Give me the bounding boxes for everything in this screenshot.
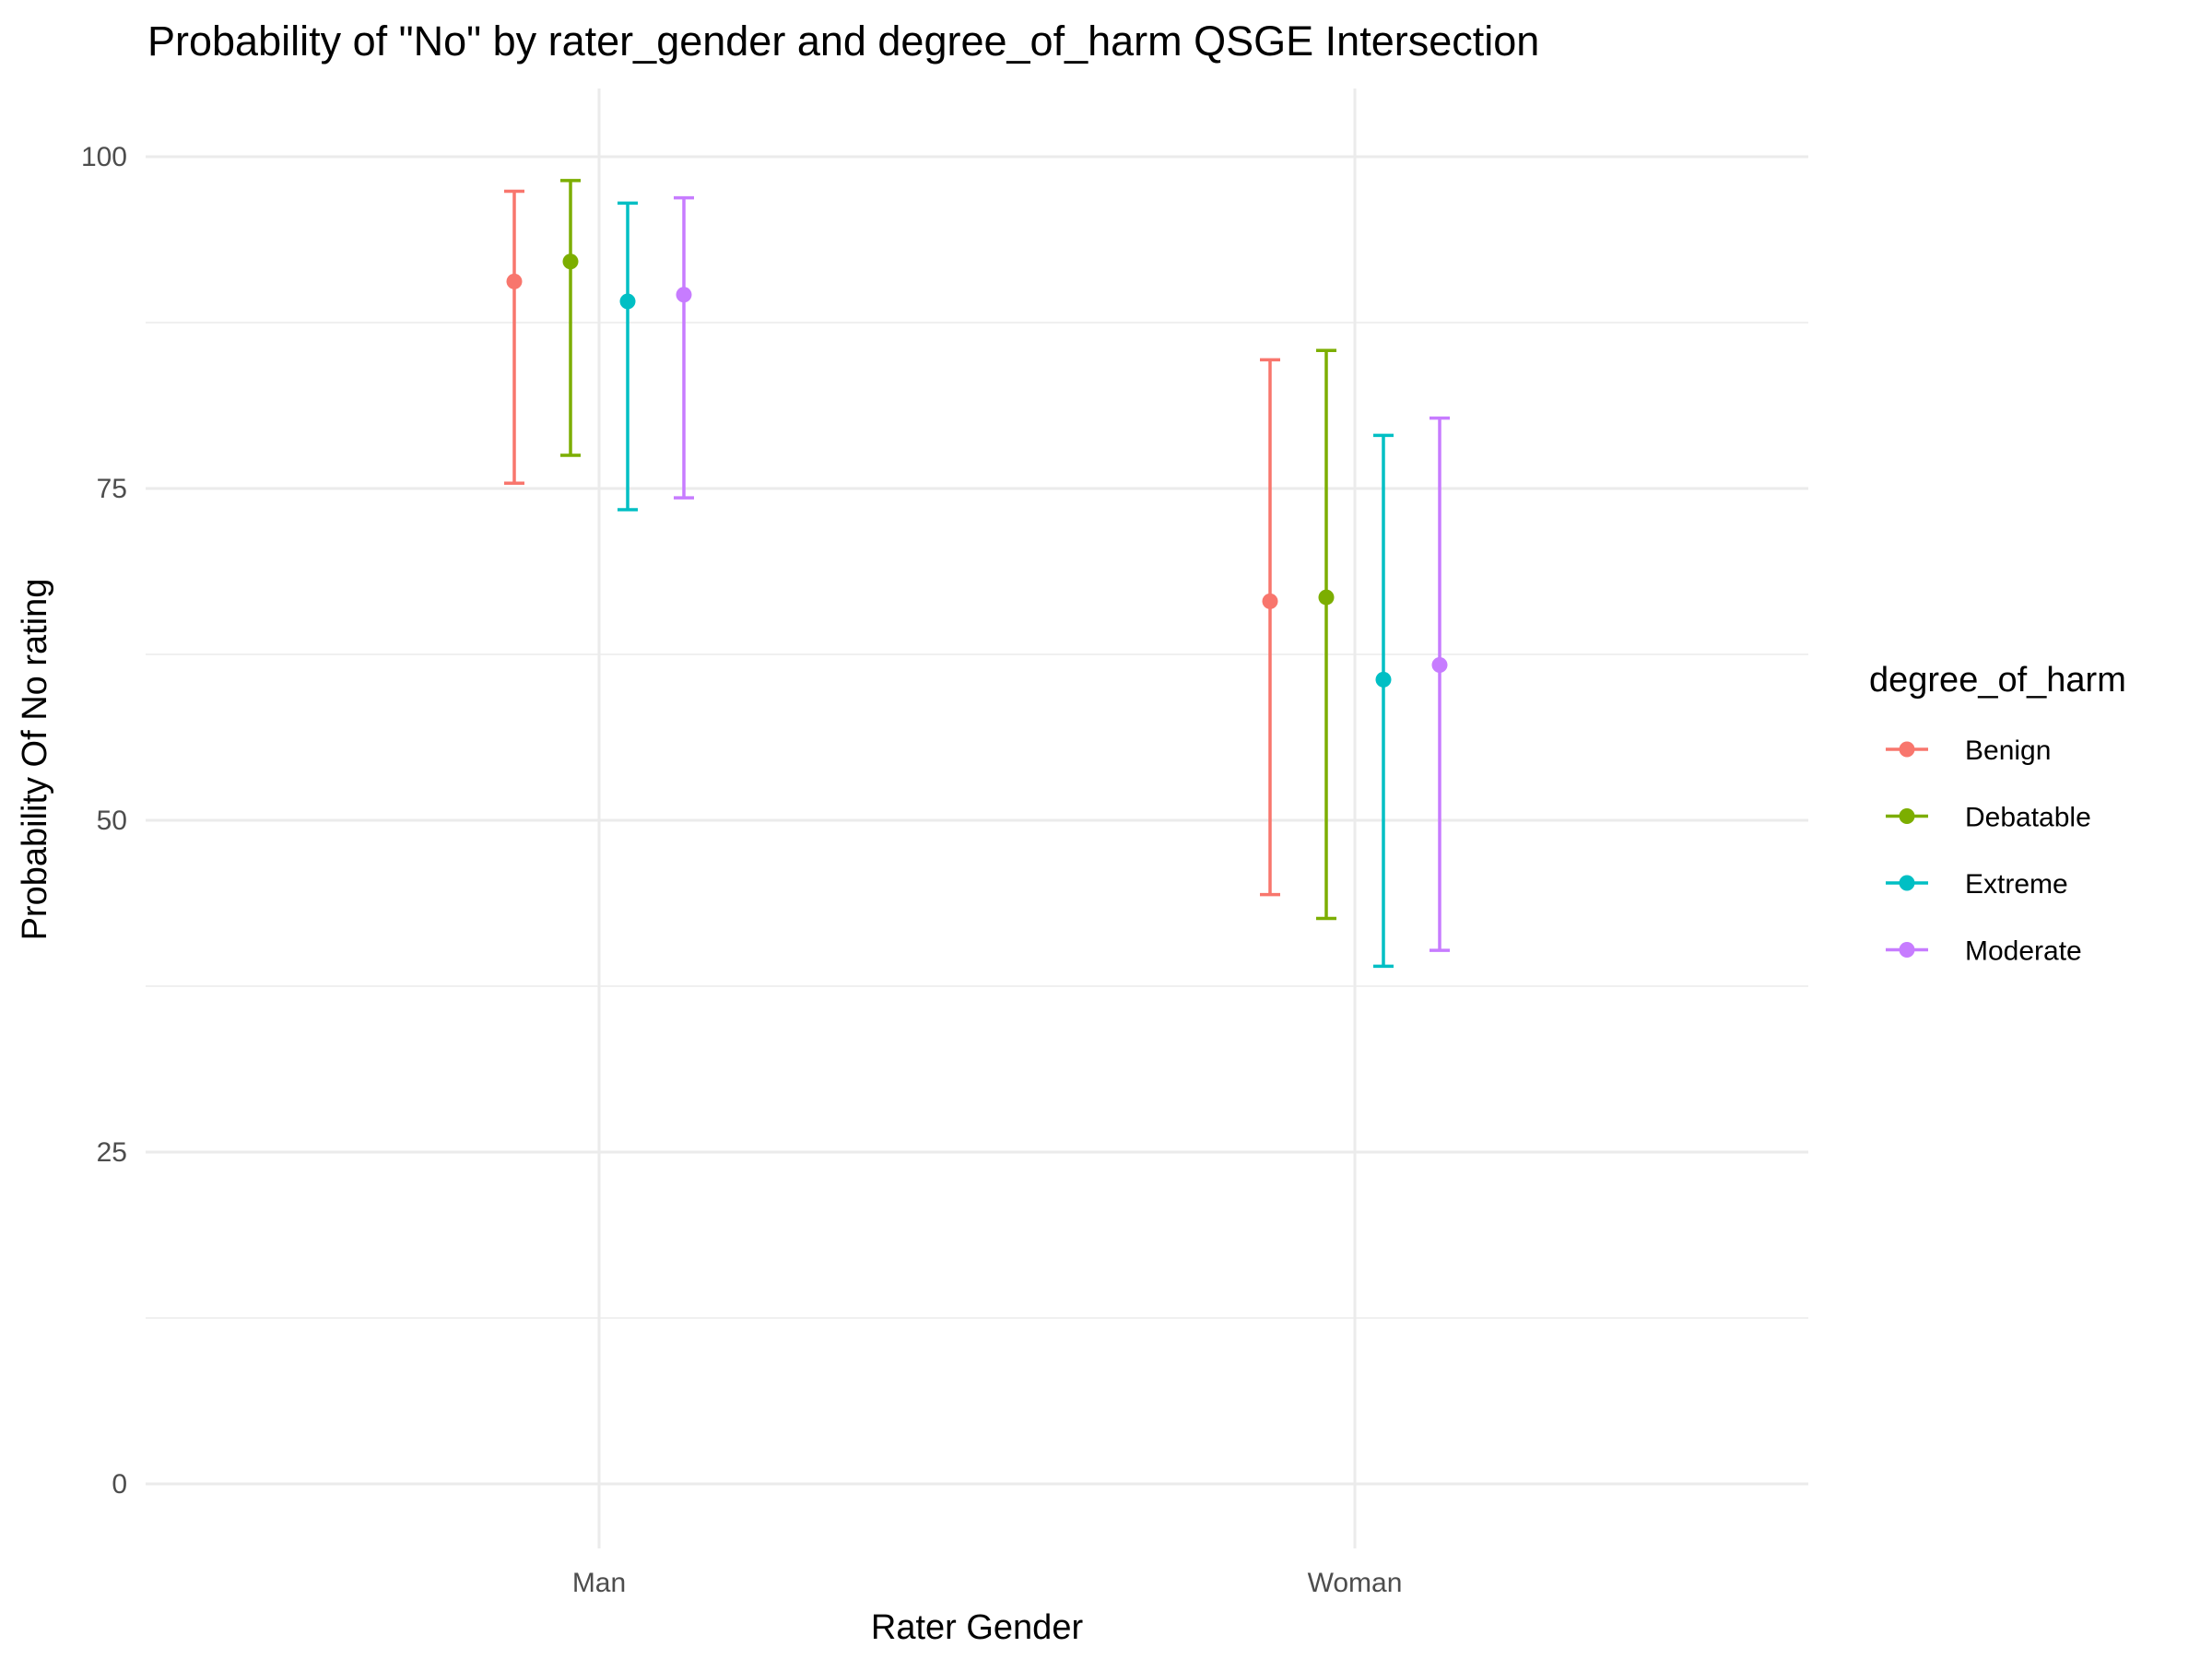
plot-marks xyxy=(504,179,1450,969)
errorbar-debatable-woman xyxy=(1316,348,1336,921)
legend-items: Benign Debatable Extreme Moderate xyxy=(1886,735,2091,967)
errorbar-benign-woman xyxy=(1260,358,1280,897)
errorbar-debatable-man xyxy=(560,179,581,457)
legend-key-point xyxy=(1899,741,1915,758)
data-point xyxy=(1318,589,1335,606)
errorbar-extreme-man xyxy=(618,201,638,512)
legend-label: Extreme xyxy=(1965,869,2068,900)
y-axis-title: Probability Of No rating xyxy=(16,579,54,941)
legend-label: Benign xyxy=(1965,735,2051,766)
chart-title: Probability of "No" by rater_gender and … xyxy=(147,18,1539,65)
data-point xyxy=(1431,657,1448,674)
y-tick-label: 50 xyxy=(97,806,127,836)
errorbar-benign-man xyxy=(504,189,524,485)
legend-item-moderate: Moderate xyxy=(1886,936,2082,967)
data-point xyxy=(676,287,692,303)
x-tick-label: Man xyxy=(572,1568,626,1598)
legend-item-benign: Benign xyxy=(1886,735,2051,766)
y-axis-ticks: 0 25 50 75 100 xyxy=(81,142,127,1500)
y-tick-label: 75 xyxy=(97,474,127,504)
legend-label: Debatable xyxy=(1965,803,2091,833)
data-point xyxy=(1375,671,1392,688)
legend-item-extreme: Extreme xyxy=(1886,869,2068,900)
errorbar-extreme-woman xyxy=(1373,433,1394,969)
legend-title: degree_of_harm xyxy=(1869,661,2126,700)
data-point xyxy=(506,273,523,289)
errorbar-moderate-woman xyxy=(1430,416,1450,952)
y-tick-label: 25 xyxy=(97,1137,127,1168)
legend-key-point xyxy=(1899,942,1915,958)
x-axis-ticks: Man Woman xyxy=(572,1568,1403,1598)
y-tick-label: 0 xyxy=(112,1469,127,1500)
legend-item-debatable: Debatable xyxy=(1886,803,2091,833)
x-axis-title: Rater Gender xyxy=(871,1608,1084,1647)
plot-grid xyxy=(146,88,1808,1548)
legend: degree_of_harm Benign Debatable Extreme Mod… xyxy=(1869,661,2126,967)
data-point xyxy=(562,253,579,270)
errorbar-moderate-man xyxy=(674,195,694,500)
legend-key-point xyxy=(1899,875,1915,891)
x-tick-label: Woman xyxy=(1308,1568,1403,1598)
data-point xyxy=(619,293,636,310)
data-point xyxy=(1262,593,1278,609)
y-tick-label: 100 xyxy=(81,142,127,172)
legend-label: Moderate xyxy=(1965,936,2082,967)
legend-key-point xyxy=(1899,808,1915,824)
